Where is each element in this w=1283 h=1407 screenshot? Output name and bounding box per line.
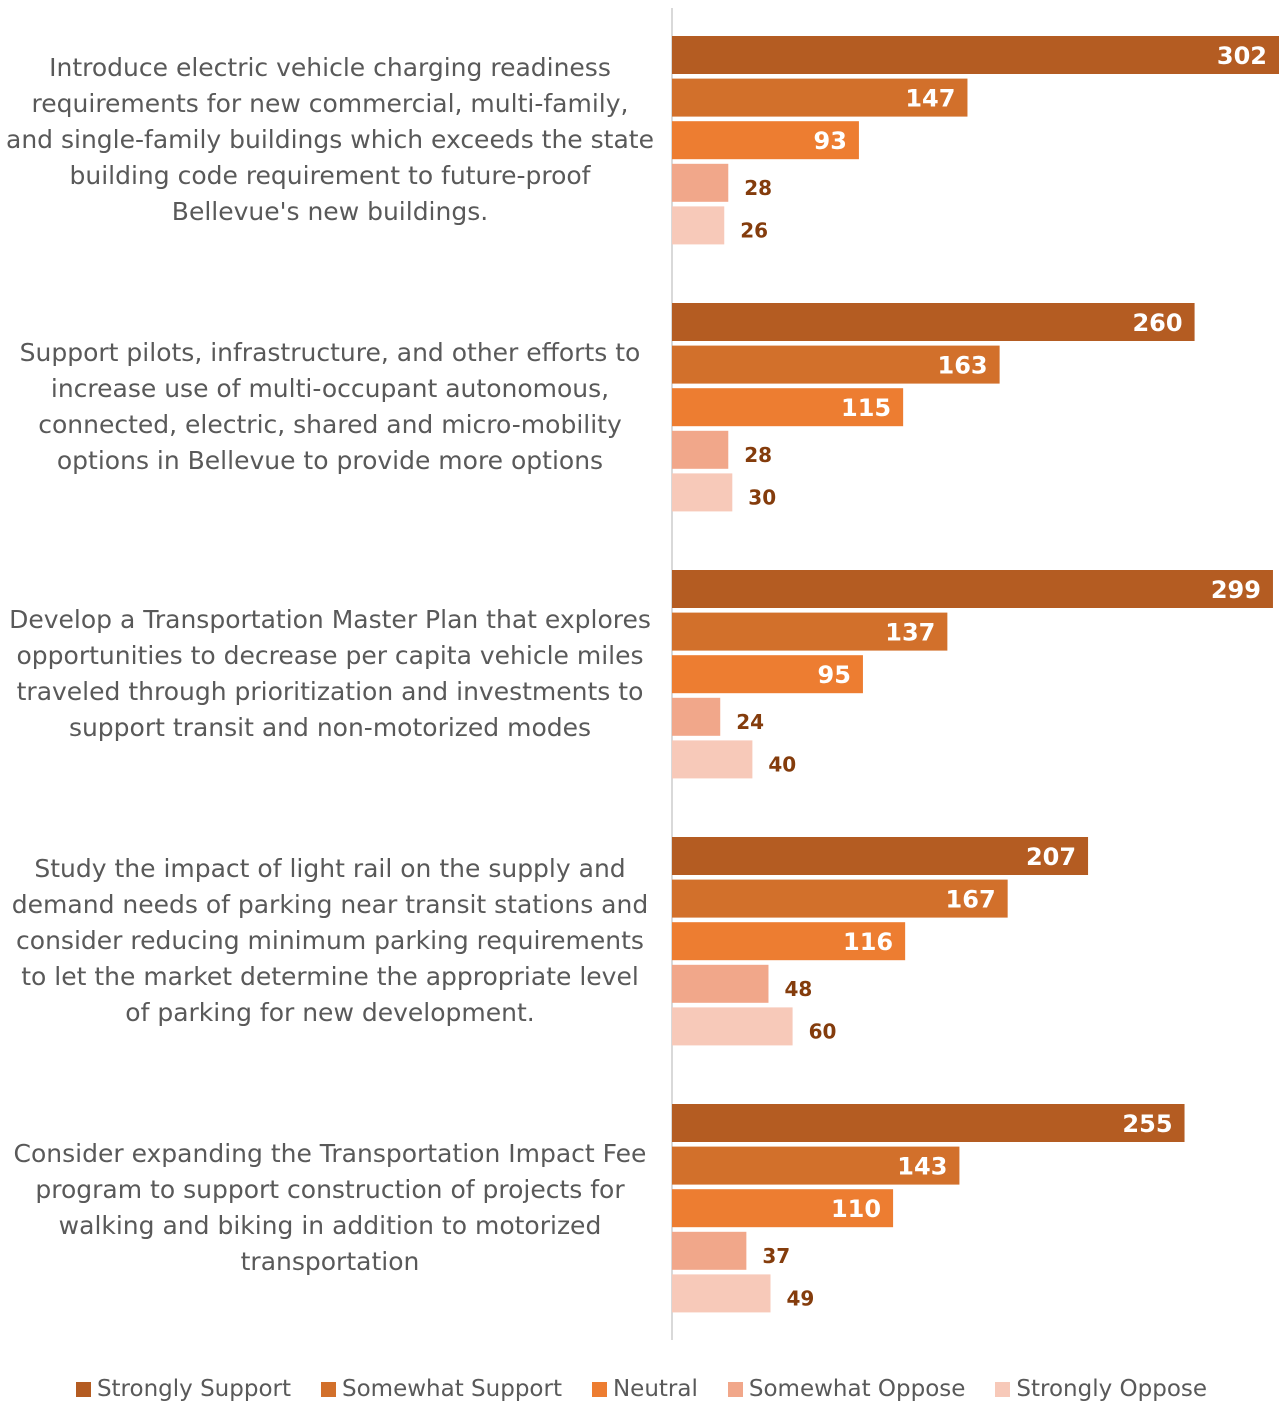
bar bbox=[672, 473, 733, 512]
bar bbox=[672, 121, 859, 160]
legend-item: Strongly Support bbox=[75, 1376, 291, 1402]
bar bbox=[672, 922, 906, 961]
data-label: 26 bbox=[740, 218, 768, 242]
legend-label: Somewhat Oppose bbox=[748, 1376, 966, 1402]
bar bbox=[672, 697, 721, 736]
bar bbox=[672, 1146, 960, 1185]
data-label: 137 bbox=[885, 619, 935, 647]
bar bbox=[672, 1104, 1185, 1142]
data-label: 95 bbox=[818, 661, 851, 689]
data-label: 40 bbox=[768, 752, 796, 776]
data-label: 37 bbox=[762, 1244, 790, 1268]
bar bbox=[672, 163, 729, 202]
legend-swatch bbox=[727, 1381, 743, 1397]
category-label: Introduce electric vehicle charging read… bbox=[6, 53, 654, 227]
legend-item: Neutral bbox=[591, 1376, 698, 1402]
bar bbox=[672, 1007, 793, 1046]
bar bbox=[672, 1231, 747, 1270]
data-label: 115 bbox=[841, 394, 891, 422]
legend-swatch bbox=[321, 1381, 336, 1397]
data-label: 93 bbox=[814, 127, 847, 155]
data-label: 163 bbox=[938, 352, 988, 380]
data-label: 299 bbox=[1211, 576, 1261, 604]
category-label: Support pilots, infrastructure, and othe… bbox=[19, 338, 641, 476]
category-label: Study the impact of light rail on the su… bbox=[11, 854, 649, 1028]
bar bbox=[672, 345, 1000, 384]
bar bbox=[672, 570, 1273, 608]
data-label: 207 bbox=[1026, 843, 1076, 871]
legend-label: Neutral bbox=[612, 1376, 698, 1402]
bar bbox=[672, 1274, 771, 1313]
bar bbox=[672, 36, 1279, 74]
data-label: 167 bbox=[946, 886, 996, 914]
bar bbox=[672, 388, 904, 427]
bar bbox=[672, 879, 1008, 918]
bar bbox=[672, 206, 725, 245]
legend-swatch bbox=[995, 1381, 1011, 1397]
legend: Strongly Support Somewhat Support Neutral S… bbox=[0, 1372, 1283, 1406]
data-label: 143 bbox=[897, 1153, 947, 1181]
data-label: 147 bbox=[905, 85, 955, 113]
data-label: 49 bbox=[786, 1286, 814, 1310]
data-label: 30 bbox=[748, 485, 776, 509]
bar bbox=[672, 78, 968, 117]
legend-label: Strongly Support bbox=[96, 1376, 291, 1402]
data-label: 260 bbox=[1132, 309, 1182, 337]
data-label: 302 bbox=[1217, 42, 1267, 70]
data-label: 28 bbox=[744, 443, 772, 467]
bar bbox=[672, 1189, 894, 1228]
category-label: Consider expanding the Transportation Im… bbox=[13, 1139, 647, 1277]
legend-swatch bbox=[75, 1381, 91, 1397]
data-label: 24 bbox=[736, 710, 764, 734]
bar bbox=[672, 303, 1195, 341]
data-label: 48 bbox=[784, 977, 812, 1001]
legend-label: Somewhat Support bbox=[342, 1376, 562, 1402]
legend-label: Strongly Oppose bbox=[1016, 1376, 1208, 1402]
data-label: 110 bbox=[831, 1195, 881, 1223]
bar bbox=[672, 964, 769, 1003]
bar bbox=[672, 612, 948, 651]
bar bbox=[672, 430, 729, 469]
legend-swatch bbox=[591, 1381, 607, 1397]
legend-item: Somewhat Support bbox=[321, 1376, 562, 1402]
data-label: 28 bbox=[744, 176, 772, 200]
legend-item: Strongly Oppose bbox=[995, 1376, 1207, 1402]
category-label: Develop a Transportation Master Plan tha… bbox=[9, 605, 651, 743]
data-label: 255 bbox=[1122, 1110, 1172, 1138]
bar bbox=[672, 837, 1089, 875]
legend-item: Somewhat Oppose bbox=[727, 1376, 966, 1402]
bar bbox=[672, 740, 753, 779]
bar bbox=[672, 655, 863, 694]
data-label: 116 bbox=[843, 928, 893, 956]
data-label: 60 bbox=[809, 1019, 837, 1043]
